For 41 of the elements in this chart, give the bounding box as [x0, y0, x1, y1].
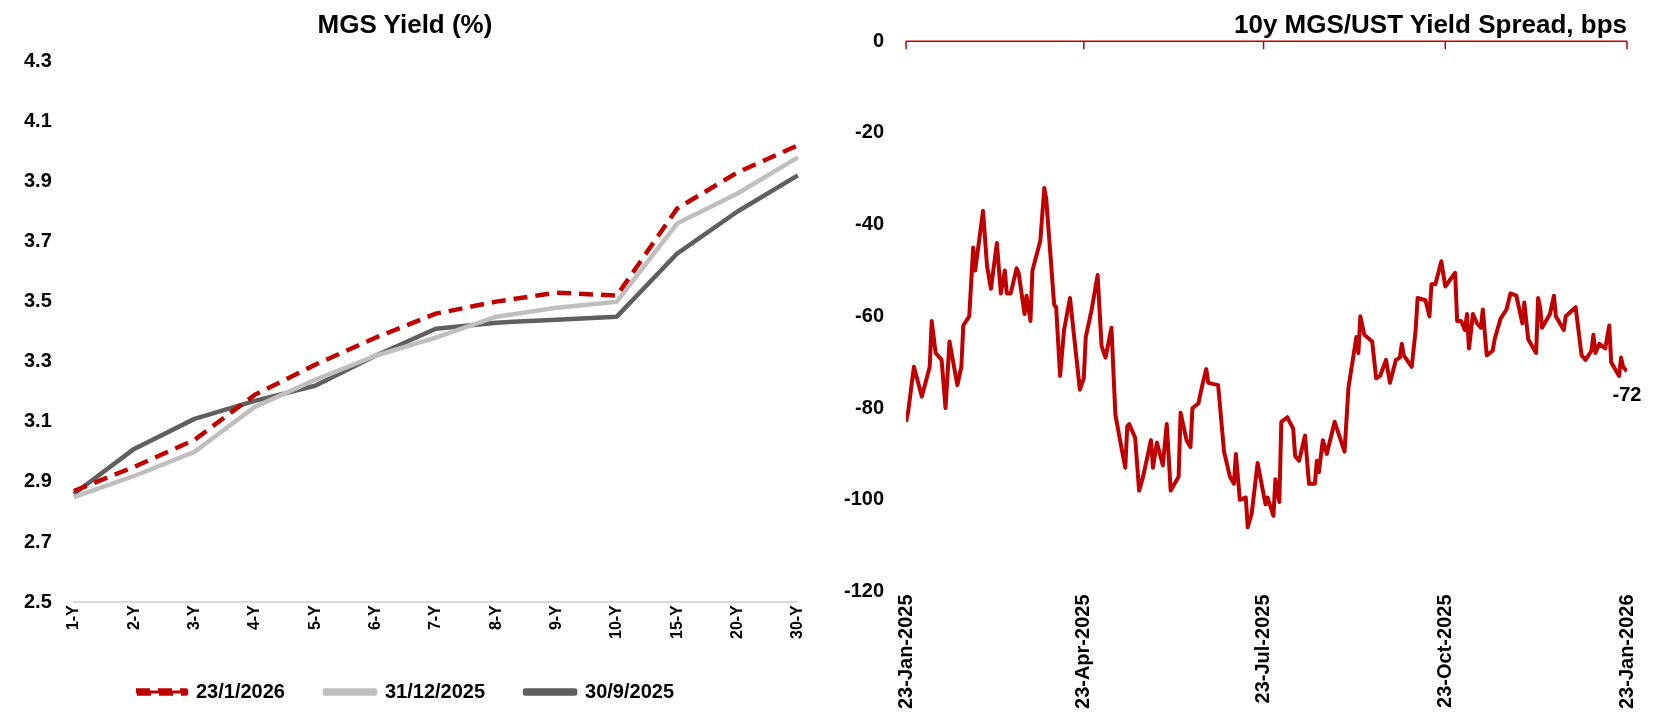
- y-tick-label: 2.5: [23, 589, 52, 612]
- y-tick-label: -40: [855, 212, 885, 235]
- x-tick-label: 3-Y: [184, 604, 202, 631]
- y-tick-label: 3.1: [23, 409, 52, 432]
- x-tick-label: 7-Y: [426, 604, 444, 631]
- chart-title: MGS Yield (%): [317, 8, 493, 39]
- y-tick-label: -80: [855, 395, 885, 418]
- x-tick-label: 1-Y: [64, 604, 82, 631]
- y-tick-label: 3.5: [23, 289, 52, 312]
- x-tick-label: 23-Jul-2025: [1251, 594, 1274, 704]
- x-tick-label: 10-Y: [607, 604, 625, 639]
- legend-label: 23/1/2026: [195, 679, 285, 702]
- y-tick-label: -20: [855, 120, 885, 143]
- x-tick-label: 6-Y: [365, 604, 383, 631]
- x-tick-label: 9-Y: [546, 604, 564, 631]
- y-tick-label: -120: [844, 578, 885, 601]
- x-tick-label: 23-Oct-2025: [1432, 594, 1455, 708]
- y-tick-label: 4.1: [23, 108, 52, 131]
- legend-label: 30/9/2025: [585, 679, 675, 702]
- x-tick-label: 4-Y: [245, 604, 263, 631]
- x-tick-label: 5-Y: [305, 604, 323, 631]
- y-tick-label: 4.3: [23, 48, 52, 71]
- legend-label: 31/12/2025: [384, 679, 486, 702]
- y-tick-label: -100: [844, 487, 885, 510]
- x-tick-label: 23-Jan-2026: [1614, 594, 1637, 710]
- x-tick-label: 23-Jan-2025: [893, 594, 916, 710]
- y-tick-label: -60: [855, 303, 885, 326]
- x-tick-label: 30-Y: [788, 604, 806, 639]
- x-tick-label: 23-Apr-2025: [1071, 594, 1094, 709]
- x-tick-label: 2-Y: [124, 604, 142, 631]
- chart-title: 10y MGS/UST Yield Spread, bps: [1233, 8, 1627, 39]
- x-tick-label: 8-Y: [486, 604, 504, 631]
- y-tick-label: 3.3: [23, 349, 52, 372]
- x-tick-label: 20-Y: [727, 604, 745, 639]
- y-tick-label: 3.9: [23, 168, 52, 191]
- y-tick-label: 2.7: [23, 529, 52, 552]
- annotation: -72: [1612, 382, 1642, 405]
- y-tick-label: 2.9: [23, 469, 52, 492]
- y-tick-label: 3.7: [23, 229, 52, 252]
- y-tick-label: 0: [872, 28, 885, 51]
- x-tick-label: 15-Y: [667, 604, 685, 639]
